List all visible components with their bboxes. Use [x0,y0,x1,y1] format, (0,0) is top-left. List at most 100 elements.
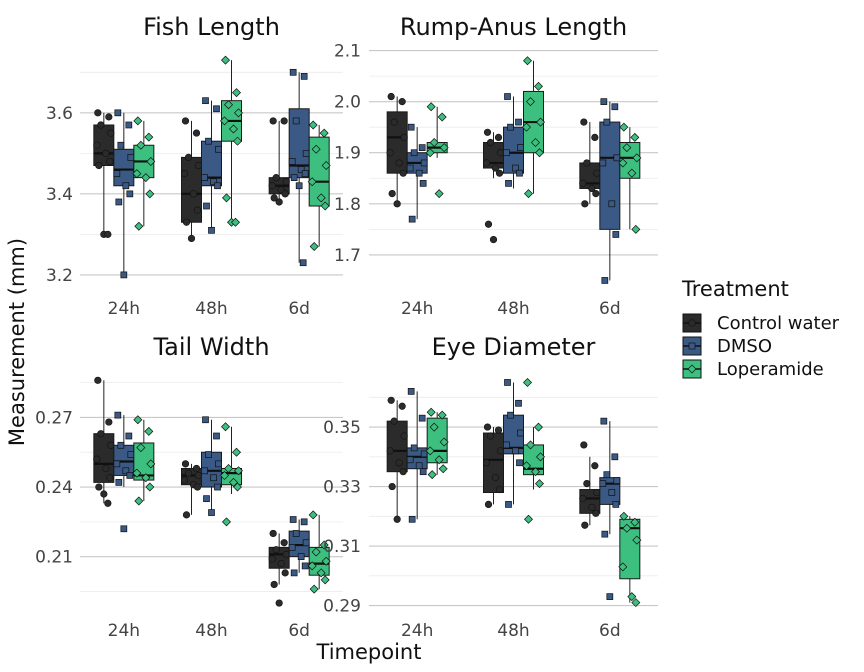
data-point [627,168,637,178]
data-point [107,441,115,449]
data-point [320,575,330,585]
data-point [102,149,110,157]
data-point [104,499,112,507]
panel-rump-anus-length: Rump-Anus Length 1.7 1.8 1.9 2.0 2.1 24h 48h 6d [334,13,658,319]
data-point [145,189,155,199]
data-point [117,441,125,449]
data-point [534,81,543,91]
box-24h-loperamide [425,407,449,480]
data-point [321,161,331,170]
data-point [536,452,545,462]
data-point [114,109,122,117]
y-tick-label: 3.4 [46,185,73,205]
box-iqr [599,121,621,230]
data-point [193,483,202,491]
data-point [182,218,191,226]
data-point [231,217,240,227]
data-point [622,143,632,153]
data-point [512,447,519,455]
box-6d-dmso [599,417,621,600]
data-point [308,120,318,130]
data-point [321,556,331,566]
data-point [132,468,142,478]
data-point [618,158,628,168]
data-point [106,474,114,482]
data-point [268,555,276,563]
box-24h-loperamide [425,102,449,199]
x-tick-label: 48h [195,299,227,319]
data-point [215,145,222,153]
data-point [269,529,277,538]
data-point [507,123,514,131]
data-point [386,149,394,157]
box-48h-loperamide [220,55,243,227]
data-point [144,132,154,142]
data-point [120,271,128,279]
data-point [145,482,155,492]
data-point [415,169,423,177]
y-tick-label: 1.9 [334,144,361,164]
panel-title: Eye Diameter [432,333,596,361]
box-24h-loperamide [132,415,156,506]
data-point [307,177,317,187]
data-point [214,483,221,491]
data-point [534,422,543,432]
data-point [486,138,495,147]
data-point [309,584,319,594]
data-point [425,148,435,158]
data-point [495,169,504,177]
data-point [408,215,416,223]
x-tick-label: 6d [288,299,310,319]
data-point [229,477,238,487]
data-point [489,235,498,244]
panel-title: Tail Width [152,333,269,361]
data-point [232,88,241,98]
data-point [208,509,215,516]
data-point [429,138,439,148]
data-point [601,530,609,538]
data-point [126,472,134,479]
data-point [201,174,208,182]
x-tick-label: 24h [401,621,433,641]
data-point [120,525,128,533]
data-point [215,460,222,468]
panel-fish-length: Fish Length 3.2 3.4 3.6 24h 48h 6d [46,13,343,319]
data-point [295,182,303,190]
data-point [208,226,215,234]
panel-eye-diameter: Eye Diameter 0.29 0.31 0.33 0.35 24h 48h 6d [323,333,658,641]
data-point [437,410,447,420]
data-point [302,539,310,547]
x-tick-label: 6d [288,621,310,641]
data-point [425,446,435,456]
legend-entry-dmso: DMSO [682,336,772,357]
y-tick-label: 0.21 [35,548,73,568]
box-48h-control-water [180,117,203,243]
data-point [406,456,414,464]
data-point [630,132,640,142]
data-point [311,547,321,557]
data-point [512,164,519,172]
data-point [300,518,308,526]
data-point [194,161,203,170]
x-tick-label: 24h [108,299,140,319]
data-point [113,170,121,177]
y-tick-label: 2.0 [334,93,361,113]
data-point [180,476,189,484]
data-point [144,426,154,436]
box-24h-control-water [93,376,115,507]
box-24h-control-water [386,396,408,523]
data-point [234,466,243,476]
data-point [601,277,609,284]
data-point [288,158,296,165]
data-point [192,129,201,137]
data-point [611,103,619,111]
data-point [484,500,493,509]
data-point [503,149,510,157]
data-point [320,201,330,211]
data-point [503,441,510,449]
data-point [222,193,231,203]
x-tick-label: 48h [497,621,529,641]
x-axis-title: Timepoint [316,640,422,664]
data-point [234,108,243,118]
data-point [182,511,191,519]
